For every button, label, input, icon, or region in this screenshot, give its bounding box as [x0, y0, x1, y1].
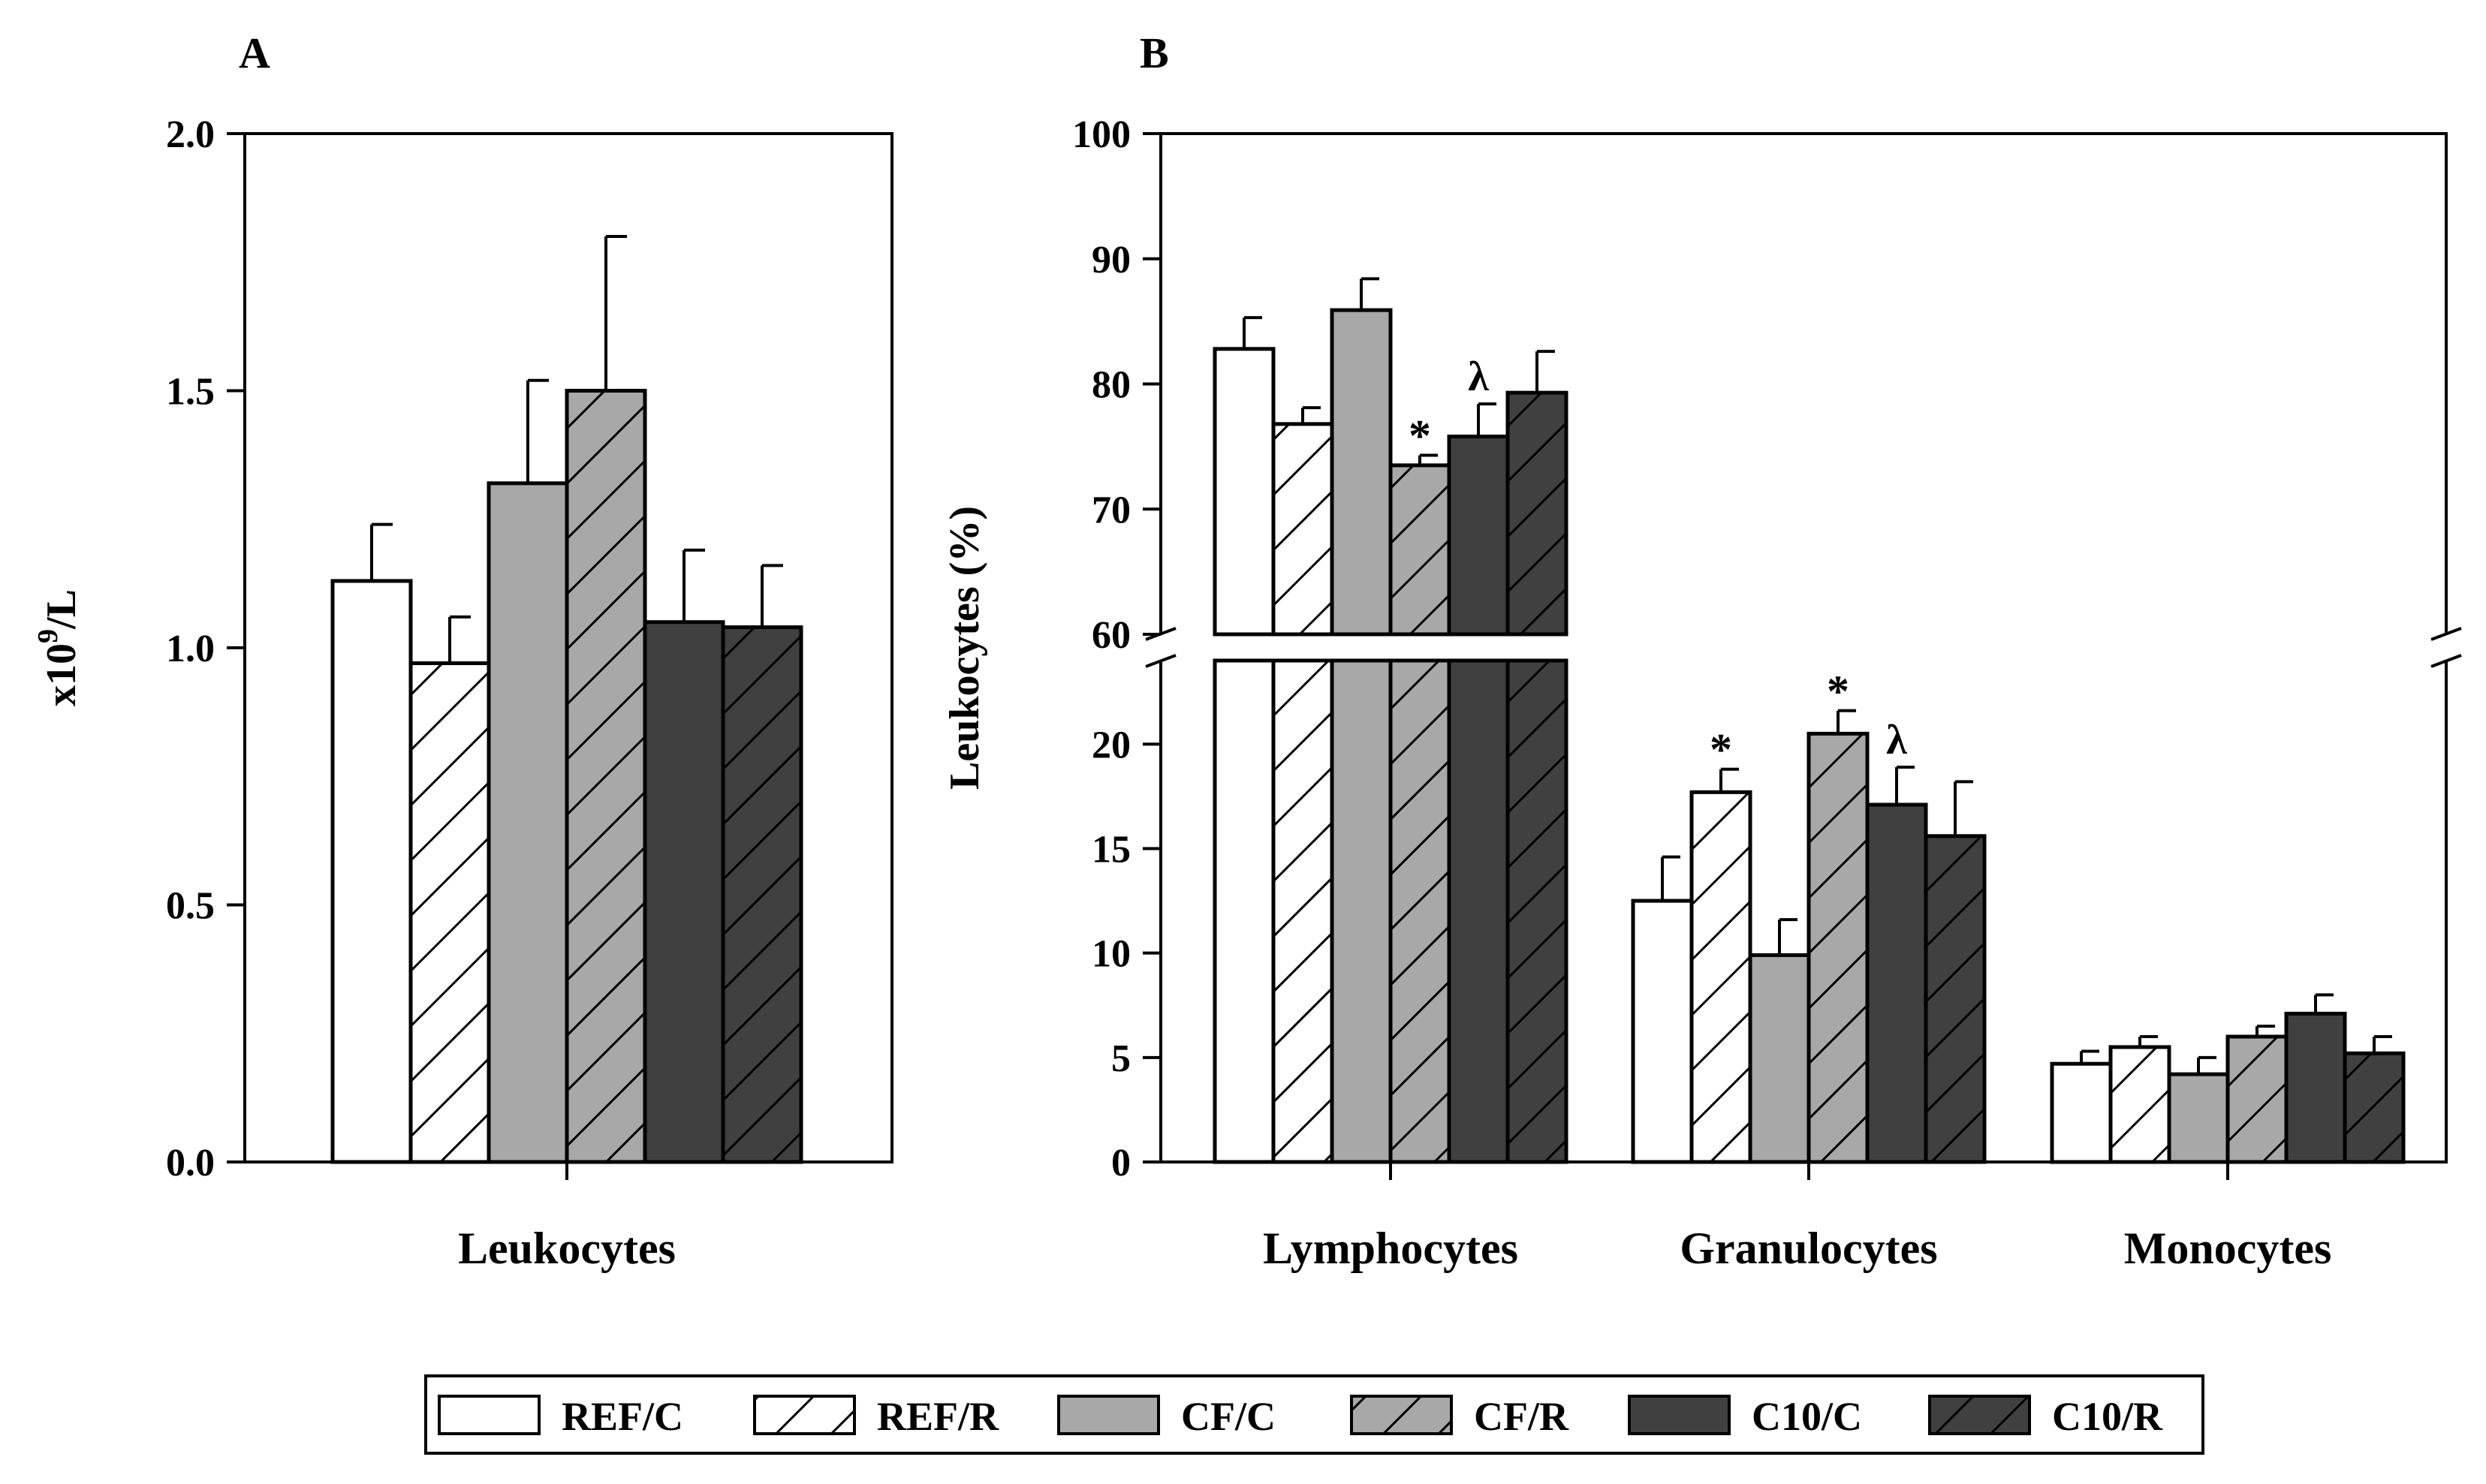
- panel-a-bars: [330, 235, 803, 1164]
- bar-c10-r-granulocytes-hatch: [1926, 835, 1984, 1162]
- panel-a-y-axis-label: x109/L: [32, 589, 85, 706]
- bar-ref-r-granulocytes-hatch: [1692, 792, 1750, 1162]
- bar-ref-r-leukocytes-hatch: [411, 663, 489, 1162]
- bar-ref-r-lymphocytes-lower-hatch: [1273, 661, 1332, 1162]
- b-y-tick-label-upper-60: 60: [1092, 614, 1131, 657]
- b-y-tick-label-upper-80: 80: [1092, 364, 1131, 407]
- legend-swatch-cf-r-hatch: [1351, 1396, 1451, 1434]
- bar-c10-c-monocytes: [2286, 1013, 2345, 1162]
- b-y-tick-label-upper-100: 100: [1072, 113, 1131, 156]
- bar-ref-r-granulocytes-annotation: *: [1710, 725, 1732, 775]
- bar-ref-c-granulocytes: [1633, 901, 1692, 1162]
- b-y-tick-label-lower-10: 10: [1092, 933, 1131, 976]
- a-y-tick-label-0-5: 0.5: [166, 885, 215, 928]
- bar-c10-c-lymphocytes-lower: [1449, 661, 1508, 1162]
- panel-b-y-axis-label: Leukocytes (%): [942, 506, 988, 790]
- bar-c10-c-lymphocytes: [1449, 436, 1508, 634]
- bar-cf-c-monocytes: [2169, 1074, 2228, 1162]
- bar-cf-r-lymphocytes-lower-hatch: [1391, 661, 1449, 1162]
- bar-cf-r-granulocytes-annotation: *: [1827, 667, 1849, 716]
- b-x-label-lymphocytes: Lymphocytes: [1263, 1224, 1518, 1273]
- panel-b-y-axis: 60 70 80 90 100 0 5 10 15 20: [1072, 113, 1161, 1184]
- bar-c10-c-leukocytes: [645, 622, 723, 1162]
- bar-cf-r-granulocytes-hatch: [1809, 733, 1867, 1162]
- y-label-a-base: x10: [38, 643, 85, 706]
- legend-label-cf-c: CF/C: [1181, 1394, 1276, 1439]
- legend-label-cf-r: CF/R: [1474, 1394, 1569, 1439]
- a-x-label-leukocytes: Leukocytes: [458, 1224, 676, 1273]
- bar-cf-r-lymphocytes-hatch: [1391, 465, 1449, 634]
- legend-swatch-cf-c-outline: [1057, 1395, 1160, 1435]
- bar-c10-c-lymphocytes-annotation: λ: [1468, 354, 1489, 400]
- legend-label-ref-c: REF/C: [562, 1394, 683, 1439]
- legend-swatch-ref-r-hatch: [755, 1396, 854, 1434]
- legend-swatch-c10-r-hatch: [1930, 1396, 2029, 1434]
- panel-label-b: B: [1140, 29, 1169, 77]
- bar-c10-r-leukocytes-hatch: [723, 627, 801, 1162]
- bar-ref-c-monocytes: [2052, 1064, 2111, 1162]
- legend-frame: [424, 1374, 2204, 1455]
- bar-cf-r-lymphocytes-annotation: *: [1409, 411, 1431, 461]
- b-x-label-granulocytes: Granulocytes: [1680, 1224, 1937, 1273]
- bar-ref-c-lymphocytes-lower: [1215, 661, 1273, 1162]
- b-y-tick-label-lower-20: 20: [1092, 724, 1131, 766]
- panel-b-chart: 60 70 80 90 100 0 5 10 15 20 Lymphocytes Granulocy…: [942, 113, 2462, 1273]
- b-y-tick-label-lower-5: 5: [1111, 1037, 1131, 1080]
- legend-label-ref-r: REF/R: [877, 1394, 999, 1439]
- legend-swatch-c10-c-outline: [1628, 1395, 1731, 1435]
- a-y-tick-label-1-0: 1.0: [166, 628, 215, 670]
- legend: REF/C REF/R CF/C CF/R C10/C C10/R: [424, 1374, 2204, 1455]
- panel-a-y-axis: 0.0 0.5 1.0 1.5 2.0: [166, 113, 245, 1184]
- y-label-a-sup: 9: [32, 629, 64, 643]
- bar-c10-r-monocytes-hatch: [2345, 1053, 2403, 1162]
- bar-ref-c-leukocytes: [333, 580, 411, 1162]
- a-y-tick-label-0-0: 0.0: [166, 1142, 215, 1184]
- legend-label-c10-r: C10/R: [2052, 1394, 2163, 1439]
- bar-cf-c-leukocytes: [489, 483, 567, 1162]
- bar-ref-c-lymphocytes: [1215, 348, 1273, 634]
- panel-a-x-axis: Leukocytes: [458, 1162, 676, 1273]
- panel-b-x-axis: Lymphocytes Granulocytes Monocytes: [1263, 1162, 2331, 1273]
- b-y-tick-label-lower-15: 15: [1092, 829, 1131, 871]
- legend-swatch-cf-c: [1059, 1396, 1159, 1434]
- legend-swatch-c10-r-outline: [1928, 1395, 2031, 1435]
- legend-swatch-ref-c-outline: [438, 1395, 541, 1435]
- b-y-tick-label-lower-0: 0: [1111, 1142, 1131, 1184]
- legend-label-c10-c: C10/C: [1752, 1394, 1862, 1439]
- bar-c10-c-granulocytes-annotation: λ: [1886, 717, 1907, 763]
- panel-label-a: A: [239, 29, 270, 77]
- a-y-tick-label-2-0: 2.0: [166, 113, 215, 156]
- bar-cf-c-lymphocytes: [1332, 310, 1391, 634]
- bar-cf-c-lymphocytes-lower: [1332, 661, 1391, 1162]
- legend-swatch-c10-c: [1629, 1396, 1729, 1434]
- panel-a-chart: 0.0 0.5 1.0 1.5 2.0 Leukocytes x109/L: [32, 113, 893, 1273]
- legend-swatch-cf-r-outline: [1350, 1395, 1453, 1435]
- y-label-a-tail: /L: [38, 589, 85, 630]
- bar-c10-r-lymphocytes-hatch: [1508, 393, 1566, 634]
- b-y-tick-label-upper-70: 70: [1092, 489, 1131, 531]
- b-x-label-monocytes: Monocytes: [2124, 1224, 2332, 1273]
- a-y-tick-label-1-5: 1.5: [166, 371, 215, 414]
- panel-b-bars: * λ * * λ: [1213, 277, 2406, 1164]
- bar-ref-r-monocytes-hatch: [2111, 1046, 2169, 1162]
- b-y-tick-label-upper-90: 90: [1092, 239, 1131, 281]
- bar-cf-r-monocytes-hatch: [2228, 1037, 2286, 1162]
- bar-c10-r-lymphocytes-lower-hatch: [1508, 661, 1566, 1162]
- bar-cf-r-leukocytes-hatch: [567, 390, 645, 1162]
- bar-c10-c-granulocytes: [1867, 805, 1926, 1162]
- bar-cf-c-granulocytes: [1750, 955, 1809, 1162]
- bar-ref-r-lymphocytes-hatch: [1273, 423, 1332, 634]
- legend-swatch-ref-c: [439, 1396, 539, 1434]
- legend-swatch-ref-r-outline: [753, 1395, 856, 1435]
- bar-c10-r-lymphocytes-lower-outline: [1505, 658, 1568, 1164]
- axis-break-right-icon: [2430, 627, 2462, 668]
